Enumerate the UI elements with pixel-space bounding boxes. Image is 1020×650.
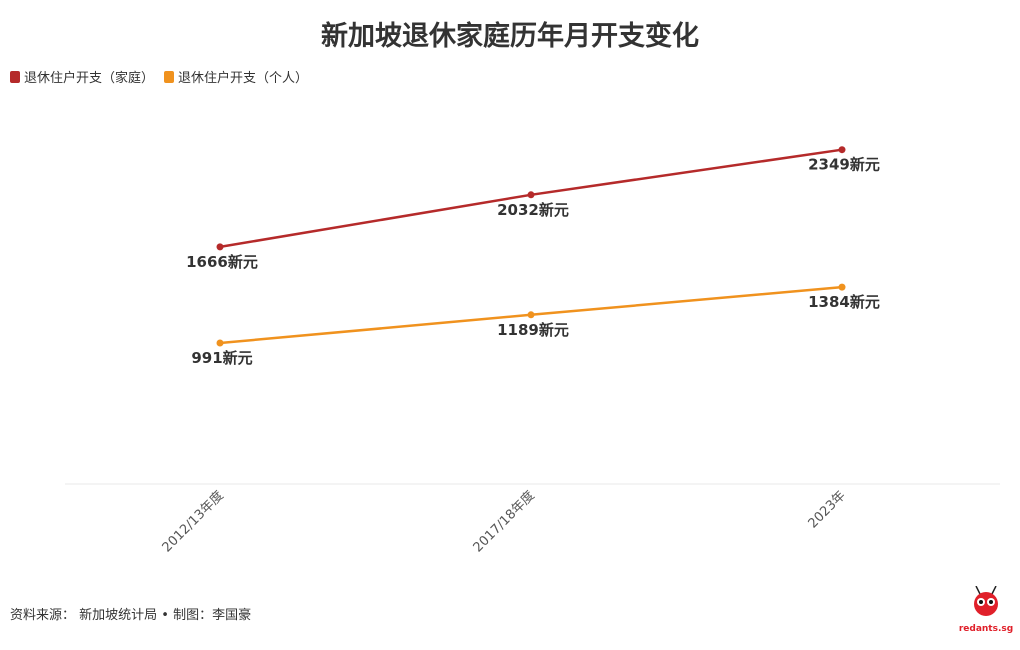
x-tick-label: 2017/18年度 (470, 488, 538, 556)
legend-item-household[interactable]: 退休住户开支（家庭） (10, 67, 154, 86)
legend-swatch-individual (164, 70, 175, 83)
label-layer: 1666新元 2032新元 2349新元 991新元 1189新元 1384新元 (186, 156, 880, 367)
series-layer (216, 146, 846, 347)
data-label-household: 2032新元 (497, 201, 569, 219)
data-label-individual: 991新元 (191, 349, 252, 367)
chart-title: 新加坡退休家庭历年月开支变化 (321, 21, 699, 52)
line-chart: 1666新元 2032新元 2349新元 991新元 1189新元 1384新元 2012… (65, 146, 1000, 556)
redants-logo[interactable]: redants.sg (958, 585, 1014, 638)
legend-label-individual: 退休住户开支（个人） (178, 71, 309, 86)
data-label-household: 1666新元 (186, 253, 258, 271)
logo-text: redants.sg (958, 624, 1014, 634)
legend-swatch-household (10, 70, 20, 83)
data-point-individual[interactable] (527, 311, 535, 319)
data-point-individual[interactable] (838, 283, 846, 291)
tick-layer: 2012/13年度 2017/18年度 2023年 (159, 488, 849, 556)
data-point-individual[interactable] (216, 339, 224, 347)
x-tick-label: 2012/13年度 (159, 488, 227, 556)
legend-label-household: 退休住户开支（家庭） (24, 71, 155, 86)
x-tick-label: 2023年 (806, 488, 849, 531)
ant-icon (974, 585, 998, 616)
data-point-household[interactable] (216, 243, 224, 251)
legend-item-individual[interactable]: 退休住户开支（个人） (164, 67, 308, 86)
data-point-household[interactable] (527, 191, 535, 199)
data-point-household[interactable] (838, 146, 846, 154)
data-label-individual: 1384新元 (808, 293, 880, 311)
data-label-household: 2349新元 (808, 156, 880, 174)
source-note: 资料来源： 新加坡统计局 • 制图：李国豪 (10, 608, 252, 623)
data-label-individual: 1189新元 (497, 321, 569, 339)
legend: 退休住户开支（家庭） 退休住户开支（个人） (10, 67, 308, 86)
